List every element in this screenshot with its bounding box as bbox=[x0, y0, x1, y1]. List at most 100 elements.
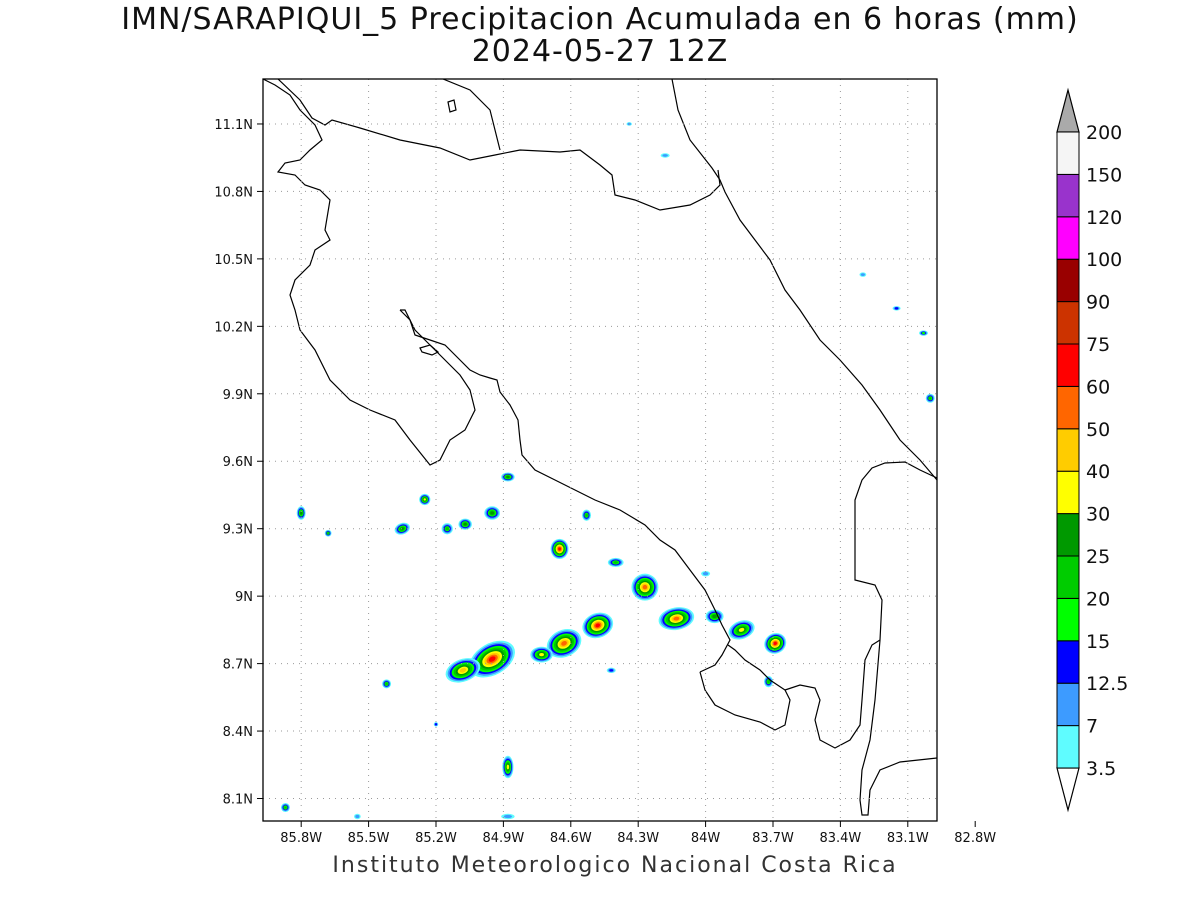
lon-tick-label: 85.5W bbox=[348, 831, 390, 846]
rain-cell bbox=[502, 755, 514, 779]
rain-cell bbox=[280, 803, 290, 813]
rain-contour-level-8 bbox=[642, 584, 648, 590]
rain-contour-level-1 bbox=[702, 572, 709, 576]
rain-contour-level-3 bbox=[956, 363, 958, 365]
lat-tick-label: 10.5N bbox=[214, 253, 253, 268]
colorbar-swatch bbox=[1056, 682, 1080, 727]
lat-tick-label: 10.8N bbox=[214, 185, 253, 200]
lat-tick-label: 9.3N bbox=[223, 523, 253, 538]
lon-tick-label: 83.1W bbox=[887, 831, 929, 846]
coastline bbox=[263, 79, 937, 816]
map-axes: 85.8W 85.5W 85.2W 84.9W 84.6W 84.3W 84W 83.7W 83… bbox=[214, 118, 996, 846]
rain-cell bbox=[441, 523, 453, 535]
rain-contour-level-6 bbox=[539, 652, 544, 657]
rain-contour-level-1 bbox=[662, 154, 668, 157]
rain-contour-level-2 bbox=[434, 723, 438, 726]
colorbar-swatch bbox=[1056, 640, 1080, 684]
lake-nicaragua-arm bbox=[442, 79, 501, 151]
rain-cell bbox=[728, 620, 755, 640]
lon-tick-label: 84.6W bbox=[550, 831, 592, 846]
rain-contour-level-6 bbox=[738, 627, 745, 632]
lat-tick-label: 9.9N bbox=[223, 388, 253, 403]
colorbar-swatch bbox=[1056, 470, 1080, 515]
rain-contour-level-2 bbox=[983, 384, 990, 390]
map-subtitle-date: 2024-05-27 12Z bbox=[471, 34, 729, 69]
rain-contour-level-6 bbox=[506, 764, 510, 770]
rain-cell bbox=[501, 472, 515, 482]
rain-cell bbox=[445, 658, 481, 683]
rain-contour-level-5 bbox=[463, 522, 467, 526]
lat-tick-label: 9.6N bbox=[223, 455, 253, 470]
lon-tick-label: 83.4W bbox=[819, 831, 861, 846]
caribbean-coast bbox=[671, 79, 937, 481]
colorbar-level-label: 75 bbox=[1086, 334, 1110, 356]
rain-contour-level-3 bbox=[921, 331, 926, 335]
colorbar-swatch bbox=[1056, 173, 1080, 218]
colorbar-level-label: 15 bbox=[1086, 631, 1110, 653]
colorbar-swatch bbox=[1056, 216, 1080, 260]
rain-cell bbox=[324, 529, 332, 537]
rain-contour-level-2 bbox=[894, 307, 899, 310]
colorbar-level-label: 90 bbox=[1086, 292, 1110, 314]
rain-cell bbox=[981, 383, 992, 392]
precipitation-field bbox=[280, 122, 992, 820]
lon-tick-label: 84W bbox=[691, 831, 721, 846]
rain-cell bbox=[954, 361, 961, 368]
colorbar-swatch bbox=[1056, 385, 1080, 430]
rain-cell bbox=[296, 506, 306, 520]
lon-tick-label: 84.3W bbox=[617, 831, 659, 846]
rain-contour-level-4 bbox=[326, 531, 330, 535]
rain-cell bbox=[433, 722, 439, 727]
rain-contour-level-4 bbox=[767, 679, 770, 684]
rain-cell bbox=[660, 153, 670, 158]
rain-contour-level-2 bbox=[609, 669, 614, 672]
rain-contour-level-5 bbox=[299, 511, 303, 515]
rain-cell bbox=[353, 813, 361, 820]
rain-contour-level-4 bbox=[284, 806, 287, 809]
colorbar-level-label: 60 bbox=[1086, 376, 1110, 398]
rain-contour-level-1 bbox=[503, 814, 513, 819]
rain-cell bbox=[582, 509, 592, 521]
rain-cell bbox=[550, 538, 569, 560]
rain-contour-level-6 bbox=[423, 498, 426, 501]
lat-tick-label: 8.4N bbox=[223, 725, 253, 740]
colorbar-level-label: 120 bbox=[1086, 207, 1122, 229]
lon-tick-label: 83.7W bbox=[752, 831, 794, 846]
rain-contour-level-0 bbox=[981, 383, 992, 392]
central-pacific-coast bbox=[399, 309, 731, 673]
osa-peninsula bbox=[699, 644, 791, 731]
colorbar-level-label: 150 bbox=[1086, 164, 1122, 186]
lat-tick-label: 11.1N bbox=[214, 118, 253, 133]
bocas-del-toro bbox=[854, 461, 937, 816]
colorbar-swatch bbox=[1056, 555, 1080, 599]
rain-contour-level-9 bbox=[595, 623, 601, 628]
rain-contour-level-3 bbox=[984, 385, 989, 389]
rain-cell bbox=[484, 506, 501, 520]
rain-cell bbox=[382, 679, 392, 689]
guanacaste-coast bbox=[263, 79, 476, 466]
lon-tick-label: 85.8W bbox=[280, 831, 322, 846]
rain-contour-level-1 bbox=[860, 273, 865, 277]
rain-contour-level-9 bbox=[558, 547, 561, 551]
rain-contour-level-5 bbox=[400, 527, 405, 531]
lat-tick-label: 8.1N bbox=[223, 793, 253, 808]
colorbar-swatch bbox=[1056, 428, 1080, 472]
colorbar-swatch bbox=[1056, 513, 1080, 557]
rain-cell bbox=[859, 272, 867, 277]
colorbar-level-label: 200 bbox=[1086, 122, 1122, 144]
rain-contour-level-4 bbox=[445, 527, 449, 531]
gridlines bbox=[263, 79, 937, 821]
colorbar-swatch bbox=[1056, 258, 1080, 303]
rain-contour-level-5 bbox=[712, 614, 717, 619]
rain-cell bbox=[658, 607, 695, 631]
lon-tick-label: 84.9W bbox=[482, 831, 524, 846]
colorbar-swatch bbox=[1056, 343, 1080, 387]
rain-contour-level-1 bbox=[955, 362, 960, 367]
rain-contour-level-2 bbox=[955, 363, 959, 367]
rain-contour-level-4 bbox=[985, 386, 988, 389]
rain-contour-level-0 bbox=[954, 361, 961, 368]
colorbar-under-arrow bbox=[1056, 767, 1080, 813]
colorbar-level-label: 20 bbox=[1086, 588, 1110, 610]
rain-cell bbox=[607, 557, 624, 567]
